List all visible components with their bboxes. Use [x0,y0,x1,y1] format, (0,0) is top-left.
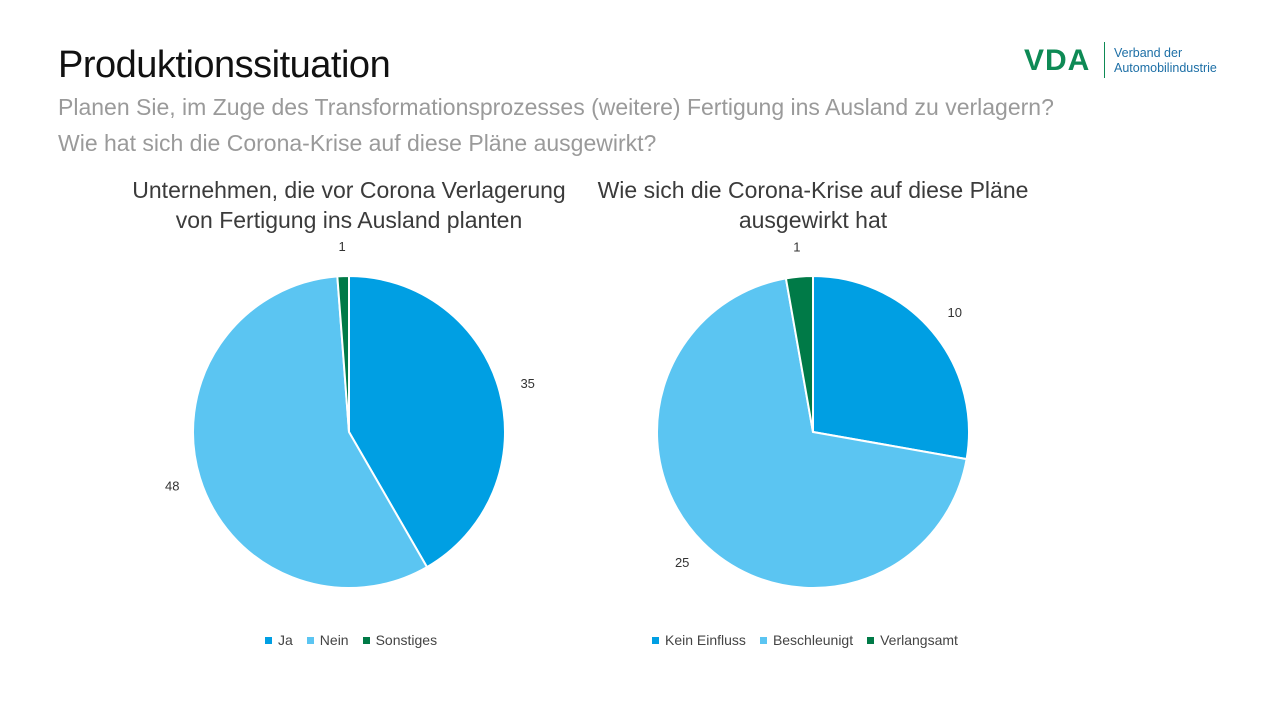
legend-swatch [265,636,272,644]
legend-label: Kein Einfluss [665,632,746,648]
pie-chart-2: 10 25 1 [656,240,970,589]
legend-item-nein: Nein [306,632,349,648]
chart-1-legend: Ja Nein Sonstiges [265,632,437,648]
logo-text-line2: Automobilindustrie [1114,61,1217,75]
chart-1-title-line2: von Fertigung ins Ausland planten [175,207,523,233]
vda-logo-mark: VDA [1024,44,1091,77]
pie-slice-beschleunigt [656,277,968,589]
data-label-ja: 35 [520,376,534,391]
logo-divider [1104,42,1105,78]
pie-slice-ja [348,274,506,569]
legend-item-sonstiges: Sonstiges [362,632,438,648]
data-label-verlangsamt: 1 [793,240,800,255]
pie-slice-sonstiges [336,274,350,433]
legend-label: Beschleunigt [772,632,854,648]
data-label-sonstiges: 1 [338,239,345,254]
legend-item-kein-einfluss: Kein Einfluss [652,632,746,648]
vda-logo-text: Verband der Automobilindustrie [1114,46,1217,76]
chart-1-title-line1: Unternehmen, die vor Corona Verlagerung [132,177,566,203]
legend-swatch [652,636,659,644]
data-label-beschleunigt: 25 [675,555,689,570]
page-subtitle-question-1: Planen Sie, im Zuge des Transformationsp… [58,94,1054,120]
pie-slice-kein-einfluss [812,274,970,461]
chart-2-legend: Kein Einfluss Beschleunigt Verlangsamt [652,632,958,648]
legend-label: Ja [278,632,293,648]
pie-slice-nein [192,275,429,589]
page-subtitle-question-2: Wie hat sich die Corona-Krise auf diese … [58,130,657,156]
data-label-nein: 48 [165,479,179,494]
legend-label: Nein [319,632,349,648]
legend-swatch [867,636,875,644]
vda-logo: VDA Verband der Automobilindustrie [1024,40,1234,84]
data-label-kein-einfluss: 10 [947,305,961,320]
legend-swatch [306,636,314,644]
legend-swatch [759,636,767,644]
legend-item-beschleunigt: Beschleunigt [759,632,854,648]
chart-1-title: Unternehmen, die vor Corona Verlagerung … [118,175,580,235]
chart-2-title-line2: ausgewirkt hat [738,207,888,233]
legend-label: Verlangsamt [880,632,958,648]
legend-item-ja: Ja [265,632,293,648]
legend-swatch [362,636,370,644]
legend-item-verlangsamt: Verlangsamt [867,632,958,648]
pie-chart-1: 35 48 1 [165,239,535,589]
legend-label: Sonstiges [375,632,438,648]
chart-2-title-line1: Wie sich die Corona-Krise auf diese Plän… [597,177,1029,203]
logo-text-line1: Verband der [1114,46,1183,60]
pie-slice-verlangsamt [784,274,814,433]
page-title: Produktionssituation [58,44,391,86]
chart-2-title: Wie sich die Corona-Krise auf diese Plän… [583,175,1043,235]
